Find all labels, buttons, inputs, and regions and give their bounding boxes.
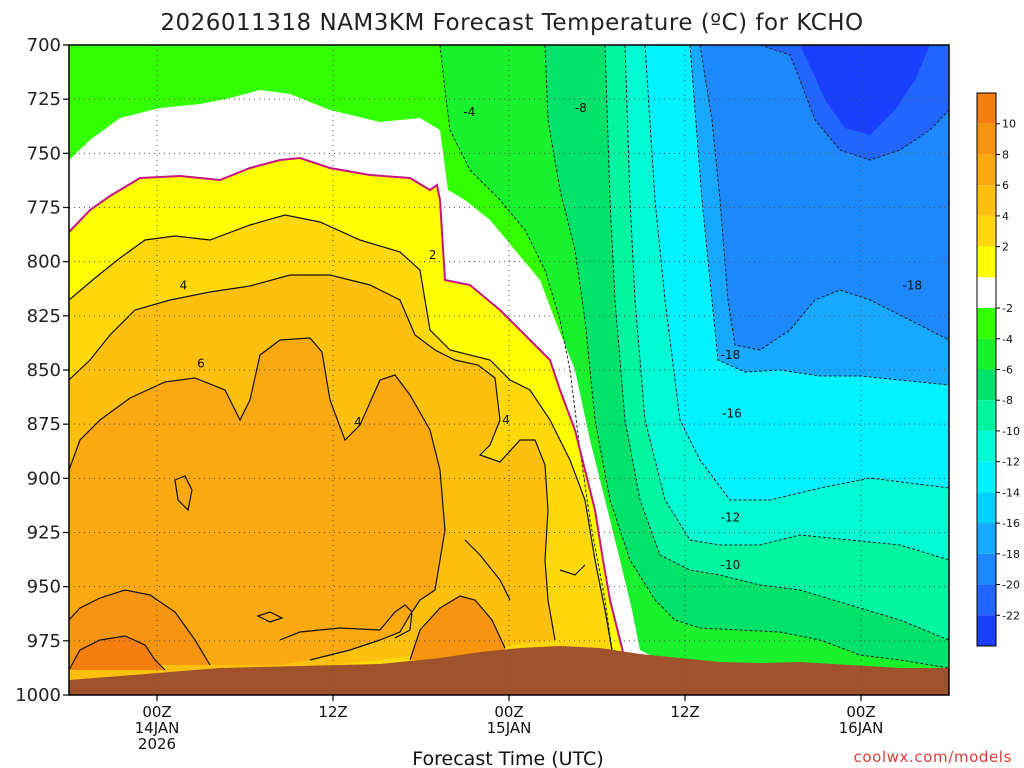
- colorbar: 10 8 6 4 2 -2 -4 -6 -8 -10 -12 -14 -16 -18 -20 -22: [976, 92, 1020, 647]
- colorbar-swatch: [977, 523, 996, 554]
- y-tick-label: 775: [27, 198, 61, 219]
- colorbar-swatch: [977, 400, 996, 431]
- x-tick-label: 00Z: [142, 703, 171, 721]
- warm-band-10to12: [69, 636, 165, 670]
- colorbar-swatch: [977, 277, 996, 309]
- y-tick-label: 1000: [15, 685, 61, 706]
- colorbar-tick-label: -10: [1002, 425, 1020, 438]
- y-tick-label: 825: [27, 306, 61, 327]
- colorbar-tick-label: 8: [1002, 148, 1009, 161]
- contour-value-label: 4: [354, 415, 362, 429]
- cold-band-minus8: [540, 45, 949, 668]
- warm-contour-lines: [69, 214, 613, 671]
- y-tick-label: 700: [27, 35, 61, 56]
- contour-value-label: -4: [463, 105, 475, 119]
- grid: [69, 45, 949, 695]
- colorbar-tick-label: 2: [1002, 241, 1009, 254]
- colorbar-swatch: [977, 215, 996, 247]
- colorbar-swatch: [977, 369, 996, 401]
- colorbar-tick-label: 4: [1002, 210, 1009, 223]
- x-tick-label: 00Z: [846, 703, 875, 721]
- colorbar-swatch: [977, 492, 996, 524]
- cold-band-minus14: [640, 45, 949, 440]
- colorbar-tick-label: -8: [1002, 394, 1013, 407]
- colorbar-tick-label: 6: [1002, 179, 1009, 192]
- contour-value-label: -18: [721, 348, 741, 362]
- contour-value-label: -8: [575, 101, 587, 115]
- contour-value-label: 4: [180, 279, 188, 293]
- colorbar-tick-label: -20: [1002, 579, 1020, 592]
- colorbar-tick-label: -12: [1002, 456, 1020, 469]
- colorbar-tick-label: -4: [1002, 333, 1013, 346]
- colorbar-swatch: [977, 338, 996, 370]
- colorbar-tick-label: 10: [1002, 118, 1016, 131]
- colorbar-swatch: [977, 308, 996, 339]
- cold-band-minus6: [440, 45, 949, 695]
- colorbar-swatch: [977, 615, 996, 646]
- colorbar-tick-label: -16: [1002, 517, 1020, 530]
- contour-value-label: -10: [721, 558, 741, 572]
- colorbar-swatch: [977, 154, 996, 186]
- y-tick-label: 975: [27, 631, 61, 652]
- temperature-field: [69, 45, 949, 695]
- colorbar-tick-label: -22: [1002, 609, 1020, 622]
- warm-band-8to10-east: [410, 596, 505, 660]
- credit-text: coolwx.com/models: [854, 748, 1013, 766]
- colorbar-swatch: [977, 93, 996, 124]
- freezing-line: [69, 156, 626, 661]
- x-tick-label: 16JAN: [839, 719, 884, 737]
- x-tick-label: 00Z: [494, 703, 523, 721]
- y-tick-label: 850: [27, 360, 61, 381]
- cold-band-minus12: [620, 45, 949, 560]
- colorbar-swatch: [977, 461, 996, 493]
- contour-value-label: 2: [429, 248, 437, 262]
- colorbar-swatch: [977, 185, 996, 216]
- chart-title: 2026011318 NAM3KM Forecast Temperature (…: [160, 10, 863, 36]
- x-tick-label: 14JAN: [135, 719, 180, 737]
- colorbar-swatch: [977, 553, 996, 585]
- y-tick-label: 750: [27, 143, 61, 164]
- contour-value-label: 4: [502, 413, 510, 427]
- y-tick-label: 875: [27, 414, 61, 435]
- warm-band-6to8: [69, 338, 445, 665]
- x-tick-label: 12Z: [670, 703, 699, 721]
- y-tick-label: 925: [27, 523, 61, 544]
- colorbar-tick-label: -14: [1002, 486, 1020, 499]
- contour-value-label: -16: [722, 406, 742, 420]
- y-axis: 700 725 750 775 800 825 850 875 900 925 950 975 1000: [15, 35, 69, 706]
- x-tick-label: 2026: [138, 735, 176, 753]
- colorbar-tick-label: -18: [1002, 548, 1020, 561]
- y-tick-label: 900: [27, 468, 61, 489]
- cold-band-minus24: [800, 45, 930, 135]
- colorbar-tick-label: -6: [1002, 364, 1013, 377]
- contour-value-label: -18: [903, 279, 923, 293]
- y-tick-label: 950: [27, 577, 61, 598]
- x-tick-label: 12Z: [318, 703, 347, 721]
- x-axis-label: Forecast Time (UTC): [412, 748, 603, 768]
- colorbar-swatch: [977, 123, 996, 155]
- cold-band-minus10: [600, 45, 949, 640]
- contour-labels: -4 -8 2 4 6 4 4 -18 -18 -16 -12 -10: [180, 101, 923, 572]
- cold-contour-lines: [439, 45, 949, 669]
- x-tick-label: 15JAN: [487, 719, 532, 737]
- y-tick-label: 725: [27, 89, 61, 110]
- contour-value-label: -12: [721, 510, 741, 524]
- colorbar-tick-label: -2: [1002, 302, 1013, 315]
- colorbar-swatch: [977, 430, 996, 462]
- colorbar-swatch: [977, 584, 996, 616]
- colorbar-swatch: [977, 246, 996, 278]
- contour-value-label: 6: [197, 357, 205, 371]
- y-tick-label: 800: [27, 252, 61, 273]
